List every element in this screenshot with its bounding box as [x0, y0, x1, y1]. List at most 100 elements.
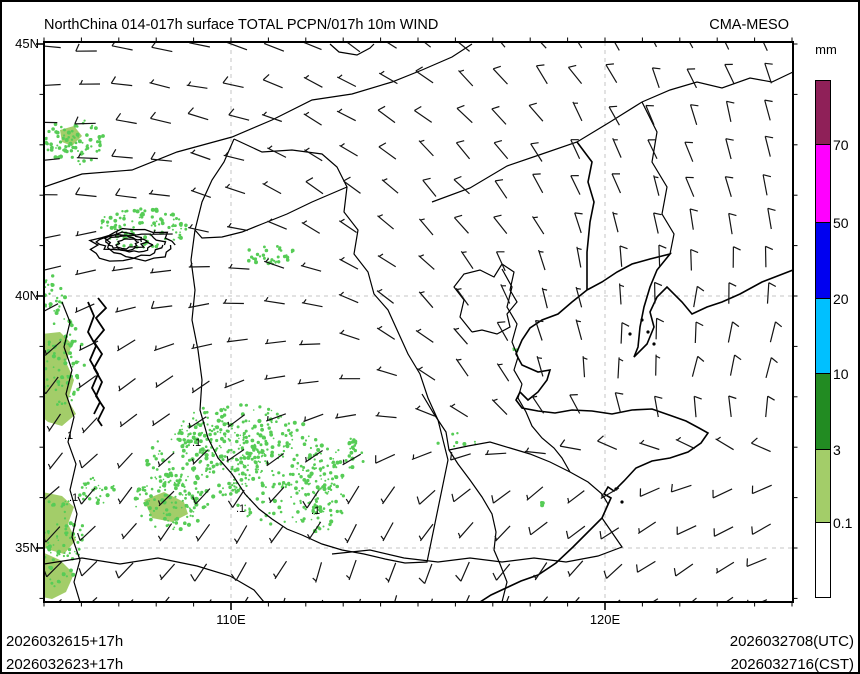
wind-barb	[44, 303, 59, 312]
wind-barb	[453, 327, 468, 345]
wind-barb	[636, 560, 656, 573]
wind-barb	[728, 395, 737, 417]
wind-barb	[417, 366, 436, 381]
wind-barb	[612, 138, 622, 158]
wind-barb	[300, 262, 322, 272]
wind-barb	[651, 67, 661, 88]
wind-barb	[336, 108, 356, 122]
wind-barb	[414, 105, 433, 123]
wind-barb	[338, 291, 359, 304]
wind-barb	[653, 175, 660, 196]
wind-barb	[655, 354, 661, 376]
wind-barb	[155, 375, 174, 388]
wind-barb	[339, 329, 360, 341]
wind-barb	[728, 212, 737, 235]
wind-barb	[381, 178, 399, 194]
colorbar-unit-label: mm	[815, 42, 837, 57]
valid-time-cst: 2026032716(CST)	[730, 656, 854, 673]
wind-barb	[658, 244, 667, 267]
wind-barb	[620, 322, 630, 344]
wind-barb	[148, 189, 170, 197]
wind-barb	[613, 42, 620, 51]
wind-barb	[574, 212, 583, 234]
wind-barb	[492, 563, 511, 581]
wind-barb	[567, 64, 583, 84]
wind-barb	[345, 559, 357, 581]
wind-barb	[415, 405, 436, 417]
island-dot	[628, 332, 632, 336]
precip-layer	[44, 119, 545, 599]
wind-barb	[500, 284, 511, 304]
wind-barb	[455, 561, 470, 582]
wind-barb	[686, 68, 698, 89]
wind-barb	[422, 177, 437, 197]
province-boundary	[501, 268, 523, 385]
wind-barb	[418, 139, 434, 157]
colorbar-segment-6	[815, 523, 831, 598]
wind-barb	[266, 453, 285, 467]
wind-barb	[338, 218, 357, 233]
wind-barb	[191, 380, 210, 394]
lat-label-45n: 45N	[15, 36, 39, 51]
coastline	[576, 141, 595, 290]
wind-barb	[494, 179, 508, 199]
precip-colorbar	[815, 80, 831, 598]
province-boundary	[331, 517, 623, 563]
wind-barb	[375, 453, 396, 464]
wind-barb	[312, 562, 323, 583]
province-boundary	[517, 383, 571, 473]
wind-barb	[496, 321, 509, 341]
wind-barb	[575, 286, 583, 308]
wind-barb	[617, 357, 624, 379]
wind-barb	[150, 268, 172, 274]
contour-label: .1	[311, 505, 320, 517]
wind-barb	[690, 597, 697, 602]
wind-barb	[44, 83, 61, 87]
wind-barb	[262, 73, 283, 89]
wind-barb	[301, 220, 321, 234]
wind-barb	[690, 248, 699, 271]
wind-barb	[693, 285, 705, 308]
terrain-contour	[105, 234, 140, 250]
wind-barb	[534, 320, 544, 341]
wind-barb	[301, 299, 323, 308]
wind-barb	[713, 596, 734, 602]
wind-barb	[191, 343, 213, 350]
precip-fill-area	[44, 552, 74, 599]
province-boundary	[421, 393, 508, 602]
wind-barb	[159, 563, 176, 581]
wind-barb	[378, 70, 398, 85]
wind-barb	[612, 211, 619, 233]
wind-barb	[228, 108, 250, 121]
province-boundary	[448, 441, 609, 519]
wind-barb	[654, 281, 663, 304]
wind-barb	[455, 358, 469, 377]
island-dot	[646, 330, 650, 334]
wind-barb	[304, 450, 323, 463]
wind-barb	[121, 522, 137, 540]
wind-barb	[418, 291, 434, 309]
precip-fill-area	[44, 492, 76, 554]
wind-barb	[456, 104, 473, 124]
coastline	[479, 289, 710, 602]
colorbar-label-3: 3	[833, 442, 841, 458]
wind-barb	[764, 135, 774, 157]
wind-barb	[724, 63, 735, 84]
wind-barb	[597, 435, 618, 450]
wind-barb	[493, 214, 508, 234]
wind-barb	[619, 245, 628, 267]
wind-barb	[226, 222, 248, 232]
colorbar-segment-2	[815, 223, 831, 299]
wind-barb	[190, 187, 211, 198]
wind-barb	[611, 173, 622, 194]
province-boundary	[61, 301, 81, 602]
wind-barb	[268, 486, 285, 504]
wind-barb	[528, 102, 544, 122]
colorbar-label-10: 10	[833, 366, 849, 382]
wind-barb	[570, 175, 581, 195]
wind-barb	[117, 486, 133, 505]
valid-time-utc: 2026032708(UTC)	[729, 633, 854, 650]
wind-barb	[725, 138, 734, 160]
